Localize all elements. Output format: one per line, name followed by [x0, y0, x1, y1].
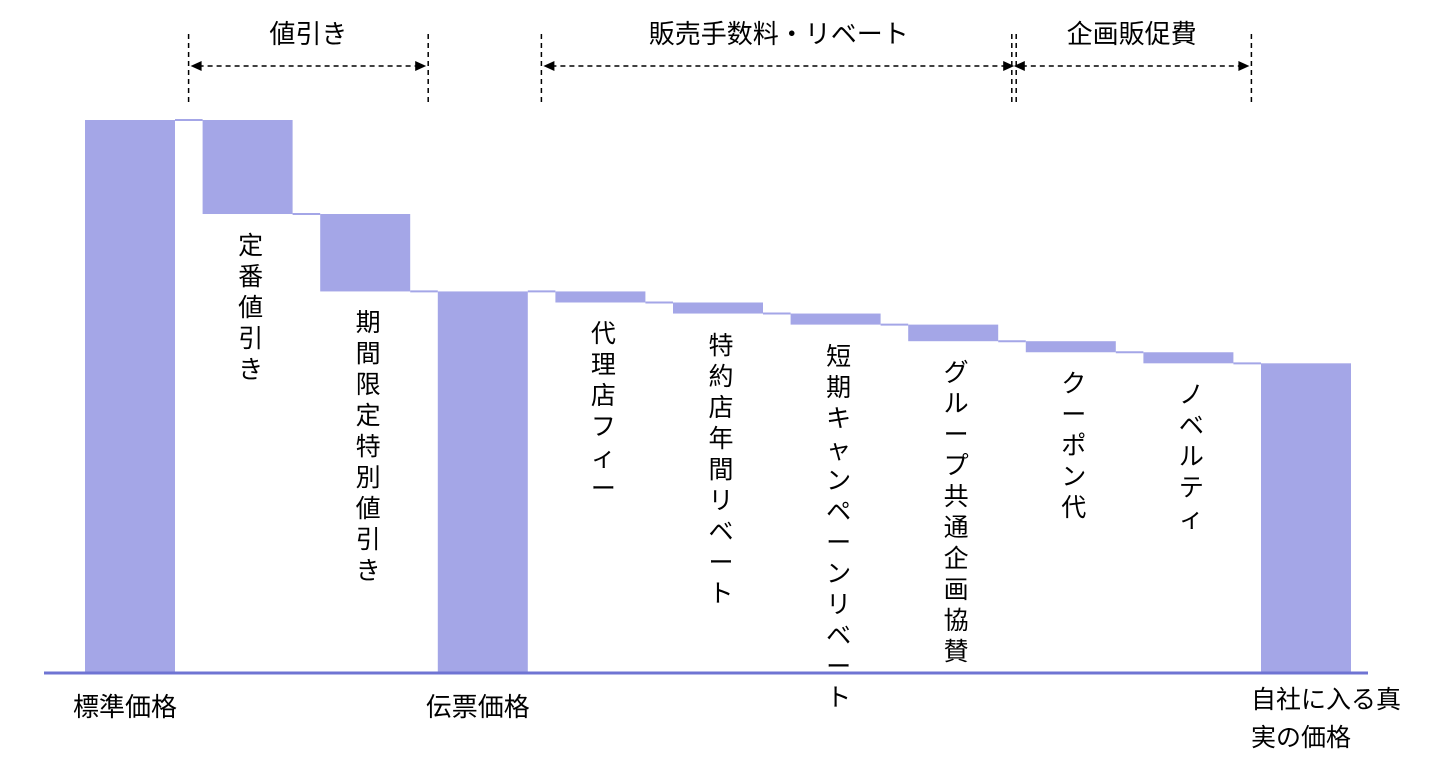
bar-net [1261, 363, 1351, 673]
group-label-2: 販売手数料・リベート [648, 20, 909, 50]
arrowhead-right [1238, 61, 1250, 71]
group-bracket-1 [187, 34, 429, 106]
bar-r4 [908, 324, 999, 342]
bar-d1 [202, 120, 293, 215]
category-label-r3: 短期キャンペーンリベート [826, 341, 852, 712]
category-label-d2: 期間限定特別値引き [355, 308, 381, 586]
group-brackets-layer [187, 34, 1253, 106]
group-bracket-2 [540, 34, 1017, 106]
group-bracket-3 [1011, 34, 1253, 106]
arrowhead-left [1013, 61, 1025, 71]
bar-inv [437, 291, 528, 673]
bar-d2 [320, 214, 411, 292]
category-label-net: 自社に入る真実の価格 [1251, 685, 1402, 752]
category-label-r1: 代理店フィー [590, 319, 616, 504]
category-label-r4: グループ共通企画協賛 [943, 358, 969, 667]
category-label-r2: 特約店年間リベート [708, 330, 734, 608]
bar-r1 [555, 291, 646, 303]
category-label-inv: 伝票価格 [425, 693, 530, 723]
bar-p1 [1025, 341, 1116, 353]
bar-r3 [790, 313, 881, 325]
arrowhead-left [543, 61, 555, 71]
category-label-d1: 定番値引き [238, 231, 264, 384]
bar-std [85, 120, 175, 673]
bar-p2 [1143, 352, 1234, 364]
category-label-p2: ノベルティ [1178, 380, 1204, 534]
category-label-p1: クーポン代 [1061, 369, 1087, 523]
arrowhead-left [190, 61, 202, 71]
connectors-layer [175, 119, 1261, 365]
arrowhead-right [1003, 61, 1015, 71]
bars-layer [85, 120, 1351, 673]
arrowhead-right [415, 61, 427, 71]
group-label-3: 企画販促費 [1066, 20, 1197, 50]
bar-r2 [673, 302, 763, 314]
category-label-std: 標準価格 [73, 693, 178, 723]
group-label-1: 値引き [269, 20, 348, 50]
